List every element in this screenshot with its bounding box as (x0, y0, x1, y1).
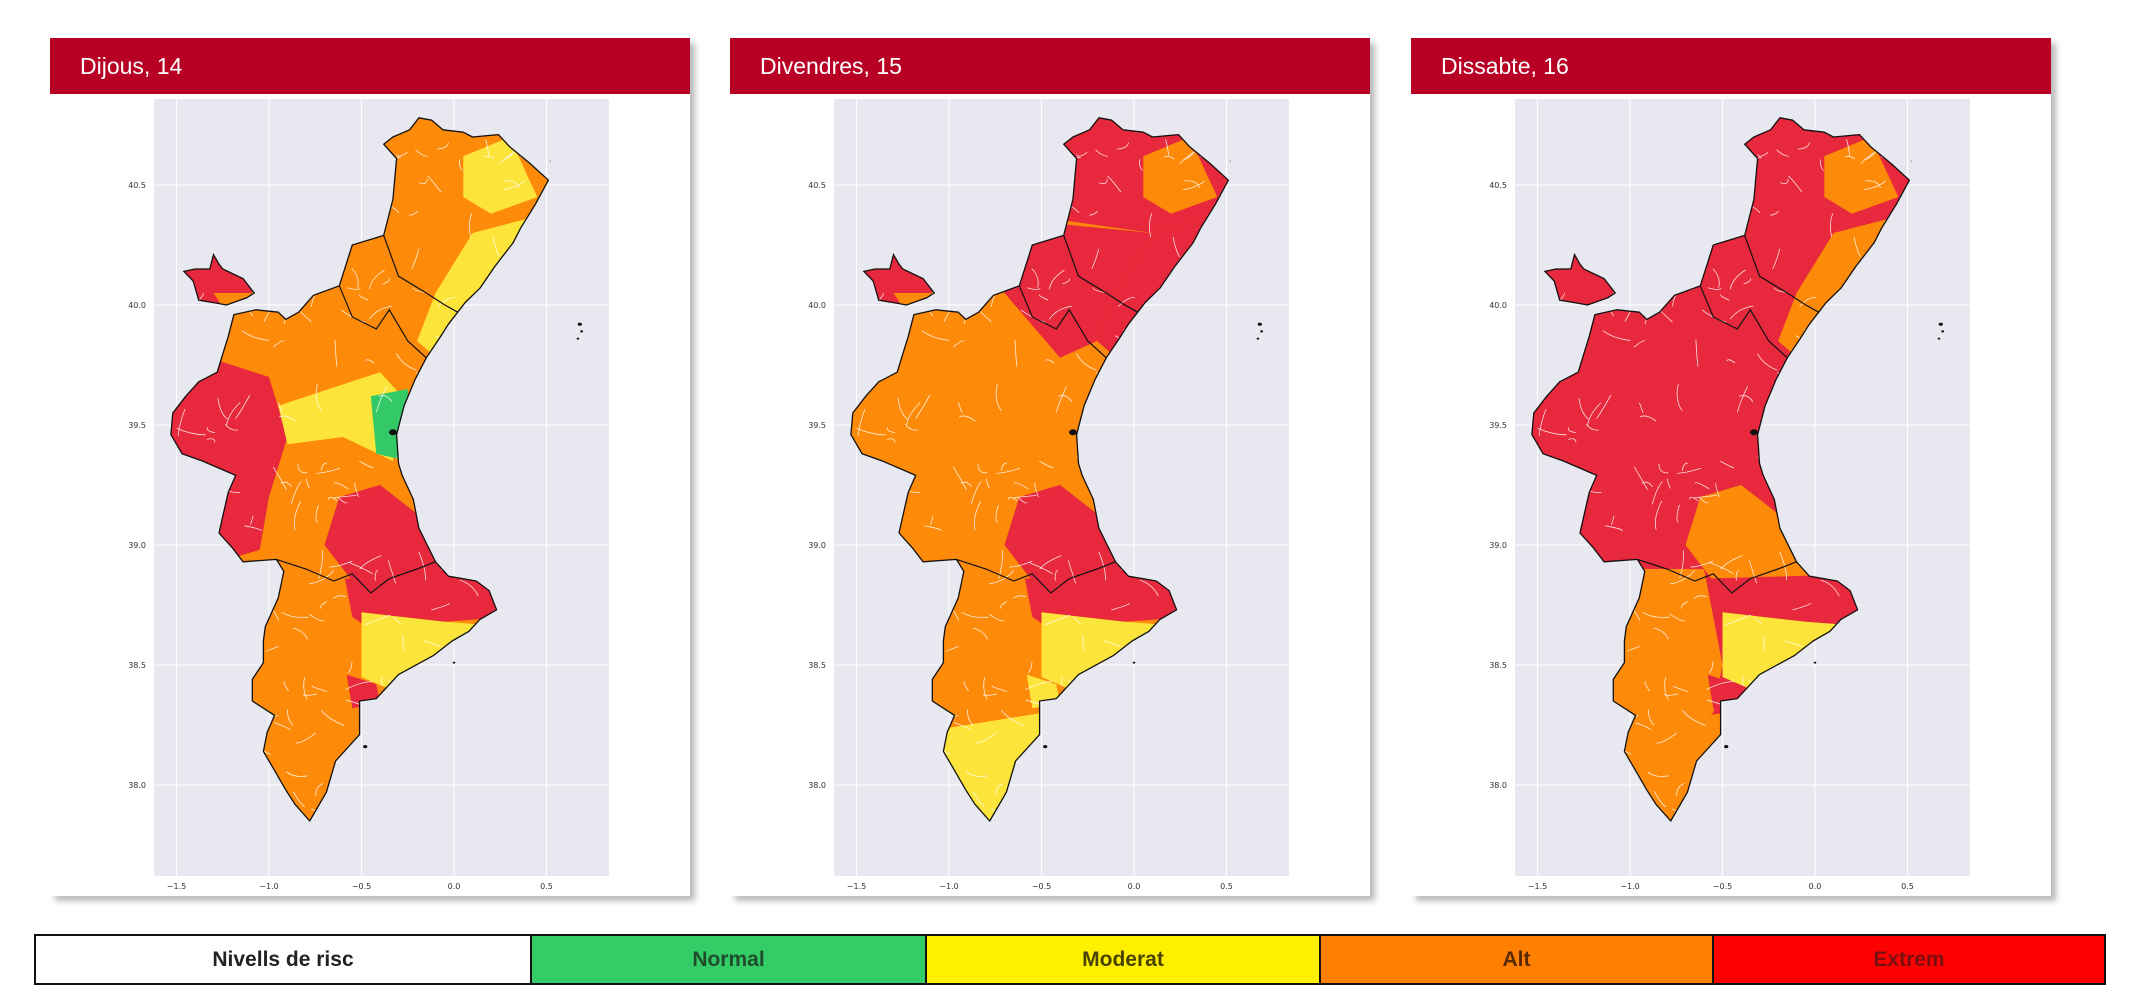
risk-zone-z5b (958, 372, 1083, 461)
risk-zone-z7 (1685, 485, 1825, 589)
y-tick-label: 40.0 (128, 301, 146, 310)
y-tick-label: 38.0 (808, 781, 826, 790)
x-tick-label: 0.5 (1220, 882, 1233, 891)
risk-zone-z7 (1004, 485, 1144, 589)
island-marker (452, 661, 456, 664)
province-border (1637, 558, 1797, 594)
risk-legend: Nivells de risc Normal Moderat Alt Extre… (34, 934, 2106, 985)
y-tick-label: 38.5 (128, 661, 146, 670)
island-marker (1069, 429, 1077, 436)
x-tick-label: −1.0 (259, 882, 278, 891)
zone-ademuz (183, 254, 255, 305)
island-marker (1937, 337, 1941, 340)
risk-map: −1.5 −1.0 −0.5 0.0 0.5 40.5 40.0 39.5 39.0 38.5 38… (1489, 99, 1970, 891)
island-marker (1132, 661, 1136, 664)
island-marker (576, 337, 580, 340)
x-tick-label: 0.0 (1809, 882, 1822, 891)
y-tick-label: 39.0 (128, 541, 146, 550)
x-tick-label: −1.5 (167, 882, 186, 891)
legend-alt: Alt (1321, 936, 1714, 983)
risk-zone-z1b (1143, 137, 1218, 214)
province-border (1063, 235, 1138, 313)
y-tick-label: 40.0 (808, 301, 826, 310)
risk-zone-z1b (1824, 137, 1899, 214)
ademuz-outline (862, 252, 936, 306)
island-marker (1043, 745, 1048, 749)
risk-zone-z5b (1639, 372, 1764, 461)
island-marker (1257, 322, 1262, 326)
province-border (383, 235, 458, 313)
island-marker (549, 160, 551, 162)
province-border (1699, 285, 1788, 359)
x-tick-label: 0.5 (540, 882, 553, 891)
map-panel-day-1: Dijous, 14 −1.5 −1.0 −0.5 0.0 0.5 40.5 40.0 39.… (50, 38, 690, 896)
risk-zone-z3 (1685, 218, 1834, 358)
y-tick-label: 39.0 (1489, 541, 1507, 550)
y-tick-label: 39.5 (128, 421, 146, 430)
island-marker (1813, 661, 1817, 664)
zone-ademuz (863, 254, 935, 305)
y-tick-label: 38.0 (1489, 781, 1507, 790)
x-tick-label: −0.5 (1032, 882, 1051, 891)
y-tick-label: 38.5 (808, 661, 826, 670)
x-tick-label: −0.5 (1713, 882, 1732, 891)
island-marker (1724, 745, 1729, 749)
island-marker (580, 330, 584, 333)
legend-title: Nivells de risc (36, 936, 532, 983)
island-marker (1750, 429, 1758, 436)
zone-ademuz (1544, 254, 1616, 305)
legend-normal: Normal (532, 936, 927, 983)
x-tick-label: −0.5 (352, 882, 371, 891)
island-marker (1938, 322, 1943, 326)
province-border (1018, 285, 1107, 359)
map-panel-day-2: Divendres, 15 −1.5 −1.0 −0.5 0.0 0.5 40.5 40.0… (730, 38, 1370, 896)
y-tick-label: 40.5 (808, 181, 826, 190)
island-marker (1941, 330, 1945, 333)
region-outline (1531, 117, 1911, 822)
y-tick-label: 38.5 (1489, 661, 1507, 670)
risk-map: −1.5 −1.0 −0.5 0.0 0.5 40.5 40.0 39.5 39.0 38.5 38… (128, 99, 609, 891)
y-tick-label: 40.5 (128, 181, 146, 190)
x-tick-label: −1.0 (1620, 882, 1639, 891)
x-tick-label: −1.0 (939, 882, 958, 891)
island-marker (1260, 330, 1264, 333)
risk-zone-z1b (463, 137, 538, 214)
y-tick-label: 39.5 (808, 421, 826, 430)
y-tick-label: 39.5 (1489, 421, 1507, 430)
island-marker (577, 322, 582, 326)
x-tick-label: 0.5 (1901, 882, 1914, 891)
province-border (338, 285, 427, 359)
map-panel-day-3: Dissabte, 16 −1.5 −1.0 −0.5 0.0 0.5 40.5 40.0 3… (1411, 38, 2051, 896)
risk-zone-z5b (278, 372, 403, 461)
risk-zone-z3 (1004, 218, 1153, 358)
province-border (1744, 235, 1819, 313)
legend-moderat: Moderat (927, 936, 1321, 983)
legend-extrem: Extrem (1714, 936, 2104, 983)
island-marker (1229, 160, 1231, 162)
panel-header: Dijous, 14 (50, 38, 690, 94)
risk-zone-z7 (324, 485, 464, 589)
x-tick-label: 0.0 (1128, 882, 1141, 891)
island-marker (389, 429, 397, 436)
y-tick-label: 40.5 (1489, 181, 1507, 190)
y-tick-label: 38.0 (128, 781, 146, 790)
region-outline (170, 117, 550, 822)
risk-map: −1.5 −1.0 −0.5 0.0 0.5 40.5 40.0 39.5 39.0 38.5 38… (808, 99, 1289, 891)
risk-zone-z3 (324, 218, 473, 358)
province-border (276, 558, 436, 594)
panel-header: Dissabte, 16 (1411, 38, 2051, 94)
province-border (956, 558, 1116, 594)
x-tick-label: −1.5 (847, 882, 866, 891)
y-tick-label: 40.0 (1489, 301, 1507, 310)
island-marker (1256, 337, 1260, 340)
x-tick-label: −1.5 (1528, 882, 1547, 891)
island-marker (363, 745, 368, 749)
x-tick-label: 0.0 (448, 882, 461, 891)
region-outline (850, 117, 1230, 822)
ademuz-outline (1543, 252, 1617, 306)
y-tick-label: 39.0 (808, 541, 826, 550)
ademuz-outline (182, 252, 256, 306)
panel-header: Divendres, 15 (730, 38, 1370, 94)
island-marker (1910, 160, 1912, 162)
